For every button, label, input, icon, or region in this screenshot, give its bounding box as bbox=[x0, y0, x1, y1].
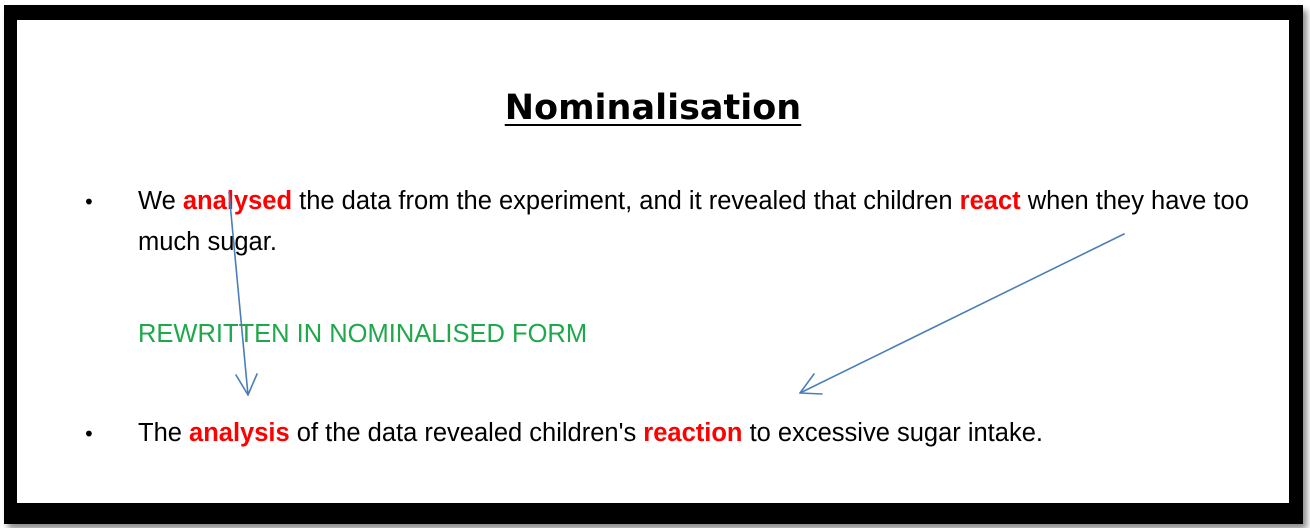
sentence2-part2: of the data revealed children's bbox=[289, 419, 644, 447]
slide-page: Nominalisation • We analysed the data fr… bbox=[17, 20, 1289, 503]
original-sentence: We analysed the data from the experiment… bbox=[138, 181, 1283, 263]
sentence2-part1: The bbox=[138, 419, 190, 447]
nominalised-sentence: The analysis of the data revealed childr… bbox=[138, 413, 1283, 454]
bullet-marker-1: • bbox=[83, 190, 95, 214]
sentence1-part3: when they have too much sugar. bbox=[138, 187, 1249, 256]
title-text: Nominalisation bbox=[504, 88, 802, 128]
rewritten-label: REWRITTEN IN NOMINALISED FORM bbox=[138, 320, 588, 348]
verb-react: react bbox=[959, 187, 1021, 215]
bullet-marker-2: • bbox=[83, 422, 95, 446]
noun-reaction: reaction bbox=[643, 419, 743, 447]
sentence2-part3: to excessive sugar intake. bbox=[742, 419, 1043, 447]
sentence1-part2: the data from the experiment, and it rev… bbox=[292, 187, 960, 215]
page-title: Nominalisation bbox=[17, 86, 1289, 130]
verb-analysed: analysed bbox=[182, 187, 293, 215]
noun-analysis: analysis bbox=[189, 419, 290, 447]
sentence1-part1: We bbox=[138, 187, 183, 215]
